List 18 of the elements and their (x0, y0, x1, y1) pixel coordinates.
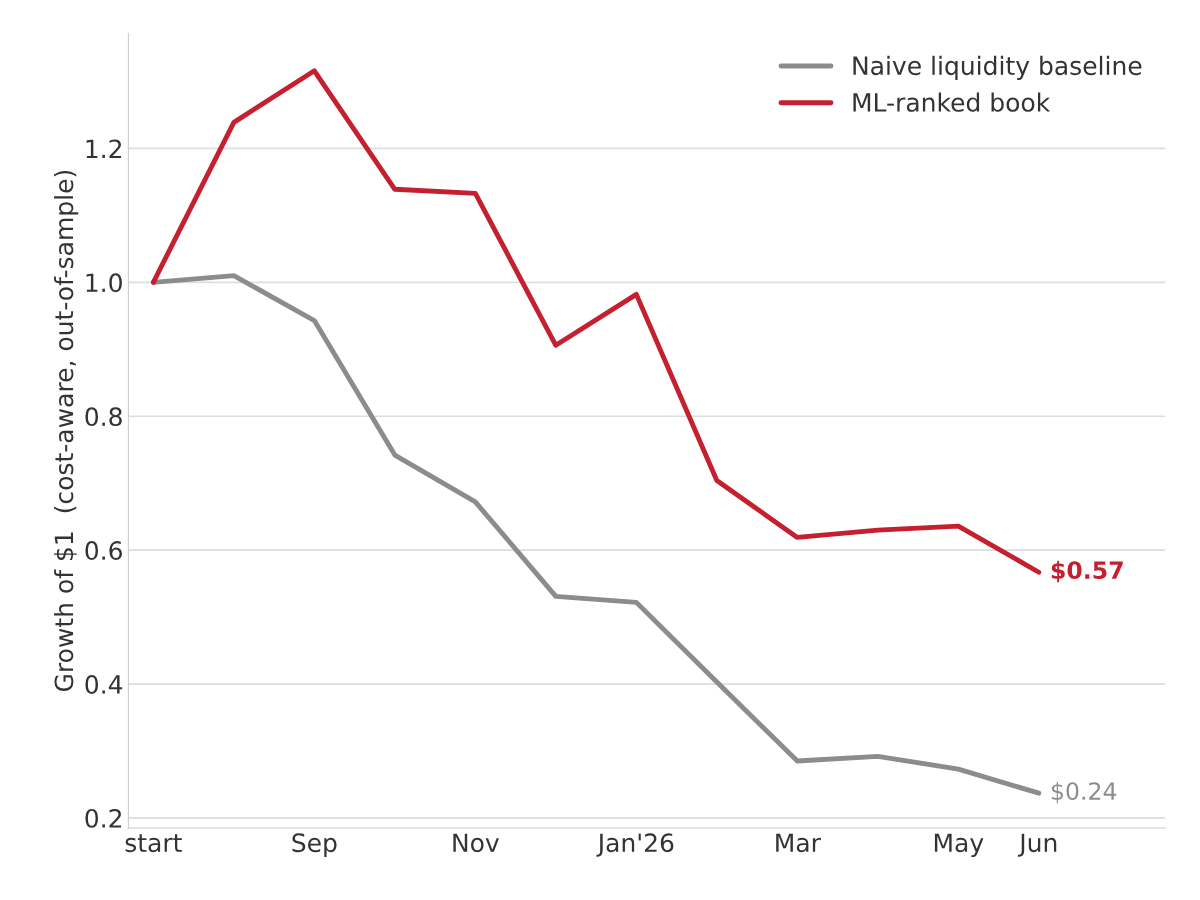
x-tick-label: Nov (453, 833, 499, 853)
y-axis-title: Growth of $1 (cost-aware, out-of-sample) (54, 170, 79, 692)
legend-label: ML-ranked book (853, 92, 1051, 112)
y-tick-label: 1.0 (86, 273, 122, 293)
annotation: $0.57 (1051, 560, 1123, 583)
x-tick-label: start (125, 834, 182, 853)
annotation: $0.24 (1051, 781, 1117, 804)
y-tick-label: 1.2 (86, 139, 122, 158)
legend-label: Naive liquidity baseline (853, 55, 1142, 80)
x-tick-label: Jan'26 (596, 833, 674, 857)
x-tick-label: Sep (292, 833, 337, 858)
x-tick-label: Mar (776, 833, 821, 853)
x-tick-label: Jun (1018, 833, 1057, 857)
x-tick-label: May (934, 833, 984, 858)
y-tick-label: 0.4 (85, 675, 123, 694)
y-tick-label: 0.2 (85, 808, 122, 828)
y-tick-label: 0.6 (85, 541, 122, 561)
y-tick-label: 0.8 (85, 407, 122, 427)
